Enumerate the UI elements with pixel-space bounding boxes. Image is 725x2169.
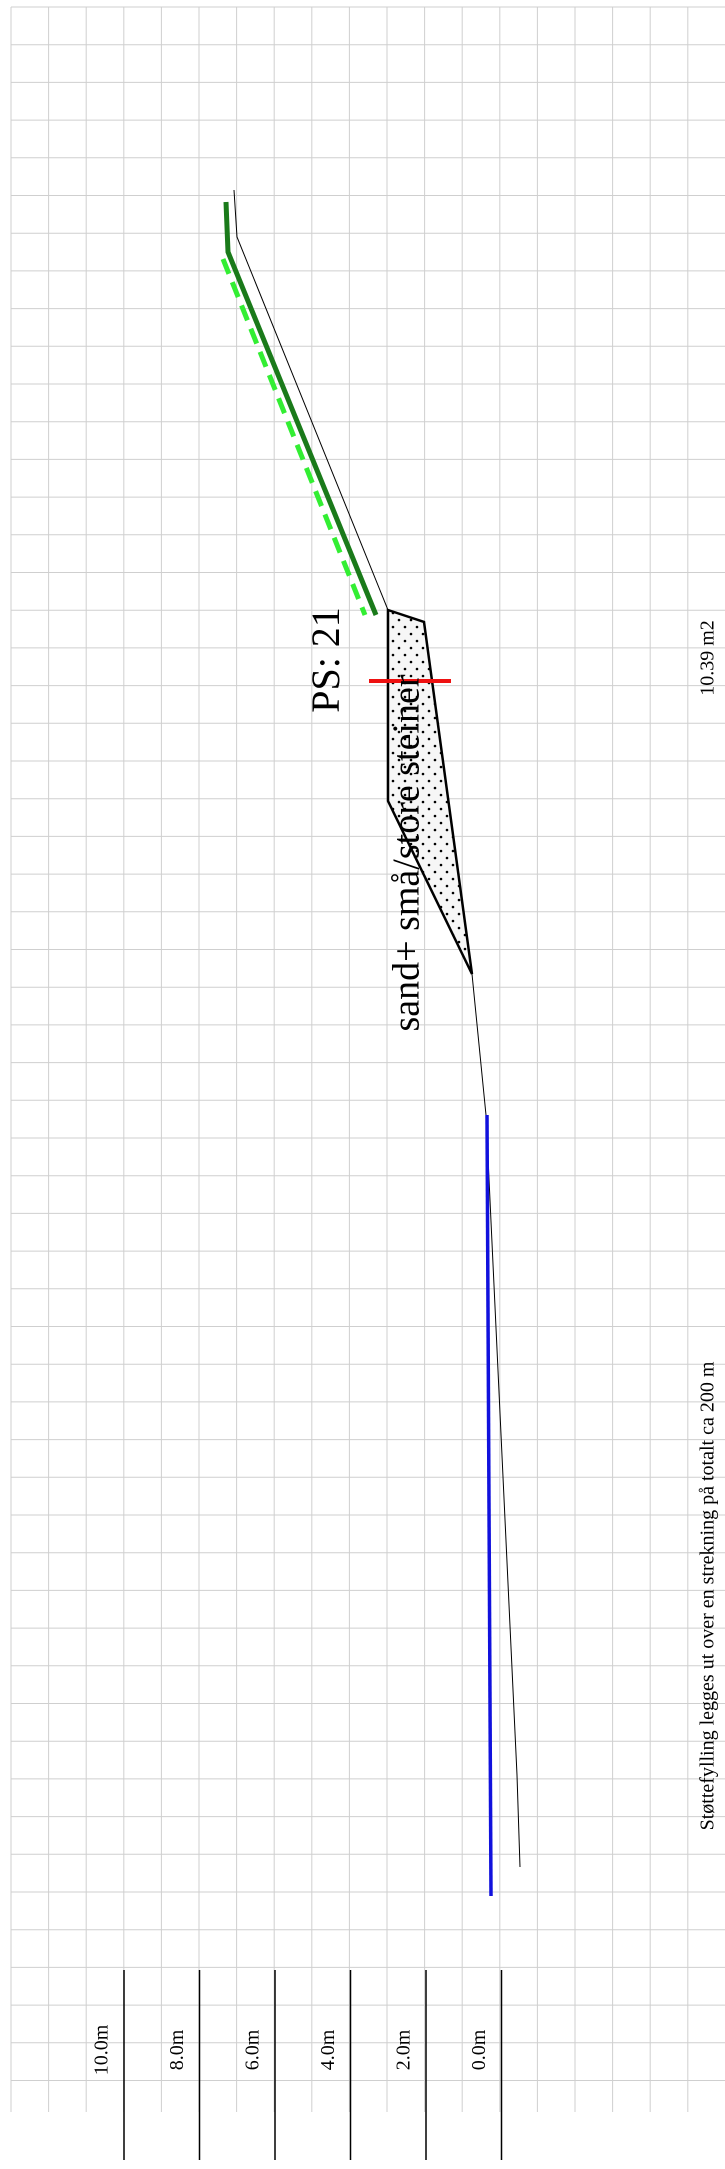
scale-label: 2.0m: [393, 2029, 415, 2070]
grid: [10, 6, 725, 2112]
terrain-line: [471, 973, 521, 1868]
terrain-line: [233, 189, 389, 611]
scale-label: 10.0m: [91, 2024, 113, 2075]
scale: 10.0m 8.0m 6.0m 4.0m 2.0m 0.0m: [91, 1970, 503, 2160]
profile-label: PS: 21: [303, 607, 348, 713]
scale-label: 4.0m: [317, 2029, 339, 2070]
blue-line: [485, 1114, 493, 1897]
scale-label: 8.0m: [166, 2029, 188, 2070]
dashed-green-line: [220, 258, 368, 616]
area-label: 10.39 m2: [697, 620, 719, 696]
scale-label: 0.0m: [468, 2029, 490, 2070]
material-label: sand+ små/store steiner: [386, 674, 428, 1031]
green-line: [223, 201, 379, 616]
scale-label: 6.0m: [242, 2029, 264, 2070]
note: Støttefylling legges ut over en streknin…: [697, 1361, 719, 1830]
